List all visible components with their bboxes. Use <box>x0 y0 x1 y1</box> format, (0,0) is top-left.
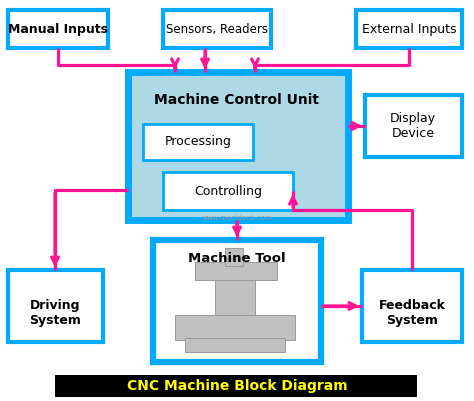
Bar <box>143 124 253 160</box>
Bar <box>8 10 108 48</box>
Text: CNC Machine Block Diagram: CNC Machine Block Diagram <box>127 379 347 393</box>
Bar <box>362 270 462 342</box>
Text: Feedback
System: Feedback System <box>379 299 446 327</box>
Text: Display
Device: Display Device <box>390 112 436 140</box>
Bar <box>185 338 285 352</box>
Bar <box>163 10 271 48</box>
Text: www.mechtech.com: www.mechtech.com <box>201 215 273 221</box>
Bar <box>153 240 321 362</box>
Bar <box>356 10 462 48</box>
Text: Controlling: Controlling <box>194 184 262 198</box>
Bar <box>128 72 348 220</box>
Text: Processing: Processing <box>164 136 231 148</box>
Text: Manual Inputs: Manual Inputs <box>8 22 108 36</box>
Bar <box>8 270 103 342</box>
Bar <box>175 315 295 340</box>
Text: External Inputs: External Inputs <box>362 22 456 36</box>
Bar <box>215 275 255 315</box>
Text: Machine Control Unit: Machine Control Unit <box>155 93 319 107</box>
Bar <box>163 172 293 210</box>
Bar <box>195 262 277 280</box>
Bar <box>225 248 243 266</box>
Bar <box>365 95 462 157</box>
Text: Sensors, Readers: Sensors, Readers <box>166 22 268 36</box>
Bar <box>55 375 417 397</box>
Text: Machine Tool: Machine Tool <box>188 251 286 265</box>
Text: Driving
System: Driving System <box>29 299 81 327</box>
